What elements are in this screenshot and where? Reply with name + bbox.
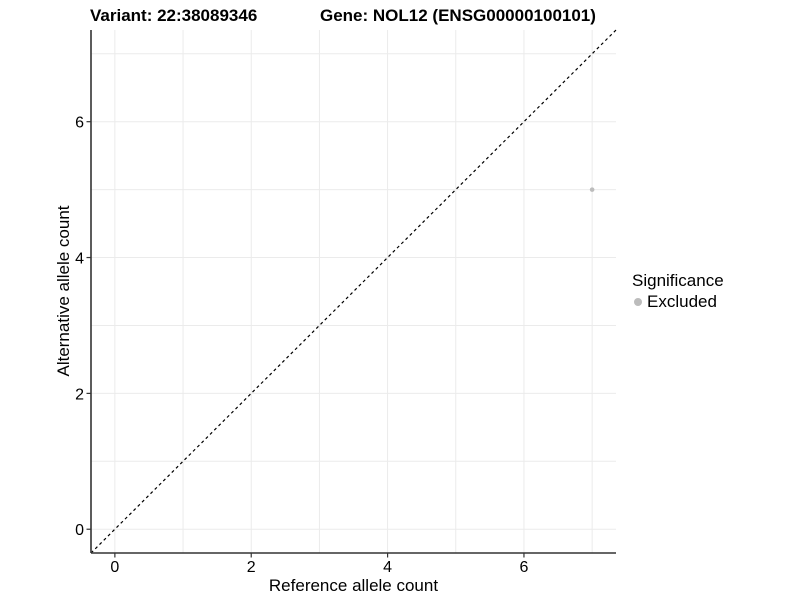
y-tick-label: 6	[75, 115, 84, 132]
y-axis-title: Alternative allele count	[54, 205, 73, 377]
identity-line	[90, 29, 617, 554]
legend-item-label: Excluded	[647, 292, 717, 311]
x-axis-title: Reference allele count	[268, 576, 439, 595]
x-tick-label: 2	[247, 559, 256, 576]
y-tick-label: 4	[75, 251, 84, 268]
legend-item-excluded: Excluded	[632, 292, 724, 312]
legend-key-dot-icon	[634, 298, 642, 306]
x-tick-label: 0	[110, 559, 119, 576]
y-tick-label: 2	[75, 386, 84, 403]
x-tick-label: 4	[383, 559, 392, 576]
plot-title-gene: Gene: NOL12 (ENSG00000100101)	[320, 6, 596, 25]
x-tick-label: 6	[520, 559, 529, 576]
legend: Significance Excluded	[632, 271, 724, 312]
data-point	[589, 187, 595, 192]
legend-title: Significance	[632, 271, 724, 290]
plot-title-variant: Variant: 22:38089346	[90, 6, 258, 25]
y-tick-label: 0	[75, 522, 84, 539]
